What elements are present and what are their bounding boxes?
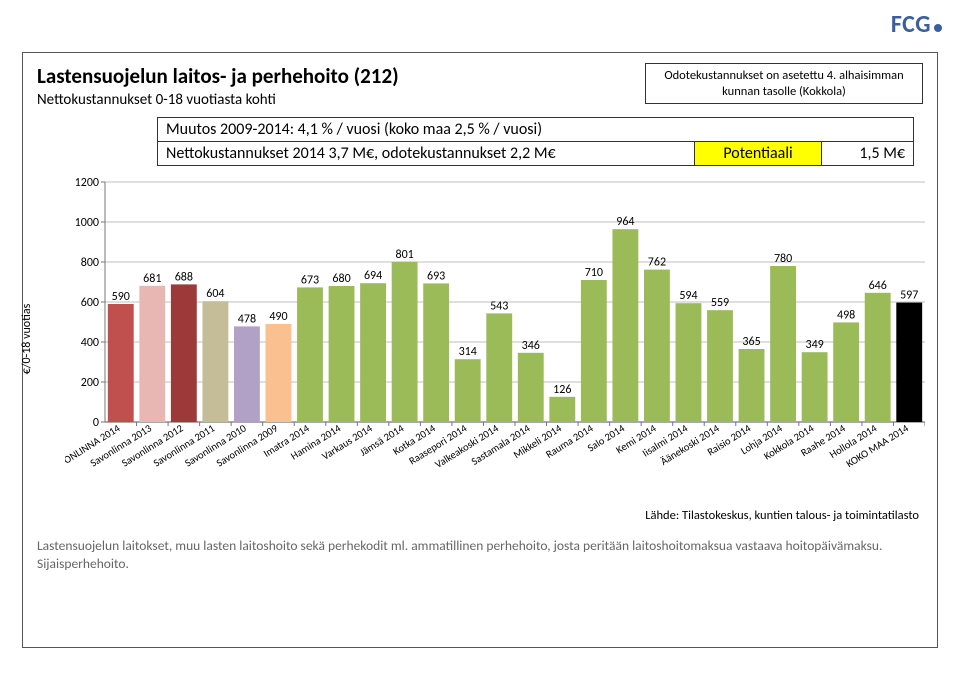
bar: [486, 313, 512, 422]
bar: [644, 270, 670, 422]
bar-value-label: 681: [143, 272, 161, 286]
potential-label: Potentiaali: [695, 142, 822, 166]
bar-value-label: 559: [711, 296, 729, 310]
info-row-1: Muutos 2009-2014: 4,1 % / vuosi (koko ma…: [158, 118, 914, 142]
bar-value-label: 543: [490, 299, 508, 313]
info-line2: Nettokustannukset 2014 3,7 M€, odotekust…: [158, 142, 695, 166]
bar: [108, 304, 134, 422]
y-tick-label: 800: [81, 256, 99, 270]
bar-value-label: 762: [648, 256, 666, 270]
bar-value-label: 590: [112, 290, 130, 304]
bar-value-label: 688: [175, 270, 193, 284]
bar: [612, 229, 638, 422]
bar-value-label: 490: [269, 310, 287, 324]
bar-value-label: 964: [616, 215, 634, 229]
footer-note: Lastensuojelun laitokset, muu lasten lai…: [37, 537, 923, 573]
info-line1: Muutos 2009-2014: 4,1 % / vuosi (koko ma…: [158, 118, 914, 142]
bar: [581, 280, 607, 422]
bar-value-label: 365: [742, 335, 760, 349]
bar-value-label: 646: [869, 279, 887, 293]
title-block: Lastensuojelun laitos- ja perhehoito (21…: [37, 63, 645, 109]
bar: [896, 303, 922, 422]
bar: [423, 283, 449, 422]
y-tick-label: 1200: [75, 176, 99, 190]
bar: [455, 359, 481, 422]
info-row-2: Nettokustannukset 2014 3,7 M€, odotekust…: [158, 142, 914, 166]
bar: [549, 397, 575, 422]
y-tick-label: 600: [81, 296, 99, 310]
bar: [202, 301, 228, 422]
bar-chart: 020040060080010001200590SAVONLINNA 20146…: [65, 174, 925, 504]
source-note: Lähde: Tilastokeskus, kuntien talous- ja…: [37, 508, 923, 523]
bar-value-label: 694: [364, 269, 382, 283]
info-table: Muutos 2009-2014: 4,1 % / vuosi (koko ma…: [157, 117, 914, 166]
bar-value-label: 673: [301, 273, 319, 287]
bar-value-label: 780: [774, 252, 792, 266]
title-sub: Nettokustannukset 0-18 vuotiasta kohti: [37, 91, 645, 109]
y-tick-label: 200: [81, 376, 99, 390]
bar: [865, 293, 891, 422]
logo: FCG: [891, 10, 942, 39]
bar-value-label: 349: [805, 338, 823, 352]
logo-text: FCG: [891, 10, 931, 39]
bar: [518, 353, 544, 422]
bar: [676, 303, 702, 422]
y-axis-label: €/0-18 vuotias: [20, 304, 34, 375]
bar-value-label: 594: [679, 289, 697, 303]
y-tick-label: 1000: [75, 216, 99, 230]
bar-value-label: 314: [459, 345, 477, 359]
bar-value-label: 597: [900, 289, 918, 303]
bar: [770, 266, 796, 422]
bar-value-label: 126: [553, 383, 571, 397]
logo-dot: [934, 24, 942, 32]
bar: [802, 352, 828, 422]
bar-value-label: 346: [522, 339, 540, 353]
bar-value-label: 693: [427, 269, 445, 283]
bar: [707, 310, 733, 422]
bar: [739, 349, 765, 422]
note-box: Odotekustannukset on asetettu 4. alhaisi…: [645, 63, 923, 104]
title-main: Lastensuojelun laitos- ja perhehoito (21…: [37, 63, 645, 89]
bar: [392, 262, 418, 422]
chart-wrap: €/0-18 vuotias 020040060080010001200590S…: [37, 174, 923, 504]
y-tick-label: 400: [81, 336, 99, 350]
bar-value-label: 498: [837, 308, 855, 322]
bar: [360, 283, 386, 422]
y-tick-label: 0: [93, 416, 99, 430]
bar-value-label: 680: [332, 272, 350, 286]
bar: [297, 287, 323, 422]
header-row: Lastensuojelun laitos- ja perhehoito (21…: [37, 63, 923, 109]
potential-value: 1,5 M€: [822, 142, 914, 166]
bar: [234, 326, 260, 422]
content-frame: Lastensuojelun laitos- ja perhehoito (21…: [22, 52, 938, 648]
bar: [266, 324, 292, 422]
bar-value-label: 710: [585, 266, 603, 280]
bar-value-label: 801: [395, 248, 413, 262]
page: FCG Lastensuojelun laitos- ja perhehoito…: [0, 0, 960, 686]
bar: [171, 284, 197, 422]
bar-value-label: 604: [206, 287, 224, 301]
bar: [833, 322, 859, 422]
bar: [329, 286, 355, 422]
bar: [139, 286, 165, 422]
bar-value-label: 478: [238, 312, 256, 326]
